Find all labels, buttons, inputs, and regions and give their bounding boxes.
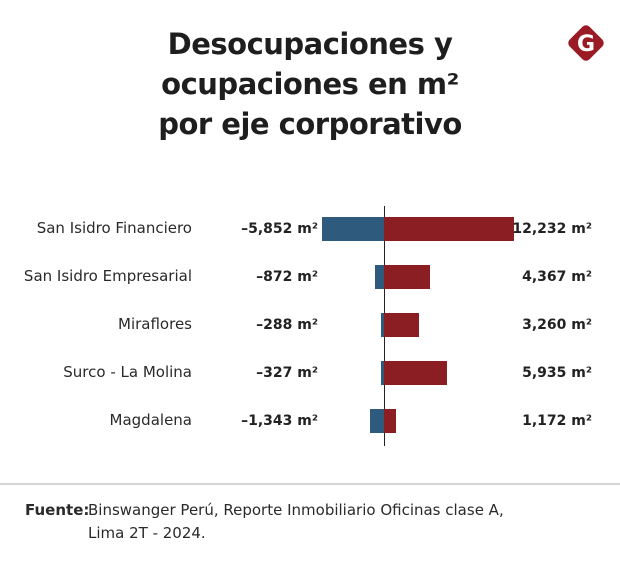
bar-desocupacion [369, 409, 384, 433]
g-diamond-logo-icon: G [568, 25, 604, 61]
category-label: Magdalena [109, 411, 192, 429]
source-label: Fuente: [25, 501, 90, 519]
source-note: Fuente: Binswanger Perú, Reporte Inmobil… [25, 499, 504, 542]
negative-value-label: –327 m² [256, 365, 318, 381]
positive-value-label: 4,367 m² [522, 269, 592, 285]
category-label: Miraflores [118, 315, 192, 333]
category-label: San Isidro Empresarial [23, 267, 192, 285]
source-line-2: Lima 2T - 2024. [88, 524, 206, 542]
bar-ocupacion [384, 217, 514, 241]
positive-value-label: 5,935 m² [522, 365, 592, 381]
title-line-3: por eje corporativo [158, 107, 462, 141]
bar-ocupacion [384, 361, 448, 385]
title-line-1: Desocupaciones y [167, 27, 453, 61]
bar-ocupacion [384, 409, 397, 433]
source-line-1: Binswanger Perú, Reporte Inmobiliario Of… [88, 501, 504, 519]
negative-value-label: –872 m² [256, 269, 318, 285]
source-text: Binswanger Perú, Reporte Inmobiliario Of… [88, 499, 568, 545]
negative-value-label: –288 m² [256, 317, 318, 333]
logo-letter: G [577, 32, 595, 57]
category-label: San Isidro Financiero [36, 219, 192, 237]
bar-ocupacion [384, 265, 431, 289]
positive-value-label: 12,232 m² [512, 221, 592, 237]
diverging-bar-chart: San Isidro Financiero –5,852 m² 12,232 m² S… [23, 206, 592, 446]
positive-value-label: 3,260 m² [522, 317, 592, 333]
title-line-2: ocupaciones en m² [161, 67, 459, 101]
bar-desocupacion [374, 265, 384, 289]
category-label: Surco - La Molina [63, 363, 192, 381]
negative-value-label: –1,343 m² [241, 413, 318, 429]
bar-desocupacion [380, 361, 384, 385]
footer-divider [0, 483, 620, 485]
negative-value-label: –5,852 m² [241, 221, 318, 237]
bar-desocupacion [321, 217, 384, 241]
chart-title: Desocupaciones y ocupaciones en m² por e… [0, 24, 620, 144]
positive-value-label: 1,172 m² [522, 413, 592, 429]
bar-desocupacion [380, 313, 384, 337]
bar-ocupacion [384, 313, 419, 337]
logo-diamond [568, 25, 604, 61]
